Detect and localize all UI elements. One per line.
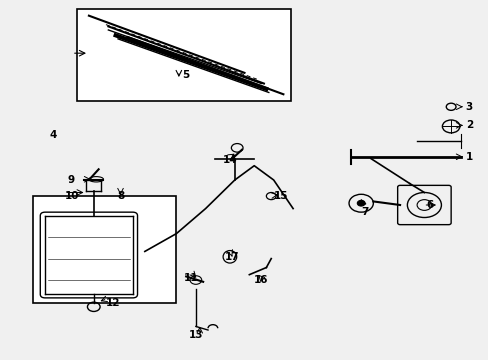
- Text: 11: 11: [183, 273, 198, 283]
- Bar: [33, 196, 176, 303]
- Text: 8: 8: [117, 191, 124, 201]
- Text: 10: 10: [64, 191, 79, 201]
- Bar: [77, 9, 290, 102]
- Text: 7: 7: [361, 207, 368, 217]
- Text: 14: 14: [222, 156, 237, 165]
- Text: 13: 13: [188, 330, 203, 341]
- Text: 15: 15: [273, 191, 287, 201]
- Text: 3: 3: [465, 102, 472, 112]
- Text: 5: 5: [182, 69, 189, 80]
- Text: 4: 4: [50, 130, 57, 140]
- Text: 12: 12: [106, 298, 120, 308]
- Text: 2: 2: [465, 120, 472, 130]
- Text: 9: 9: [67, 175, 74, 185]
- Circle shape: [357, 201, 365, 206]
- Text: 6: 6: [426, 200, 433, 210]
- Text: 16: 16: [254, 275, 268, 285]
- Text: 1: 1: [465, 152, 472, 162]
- Text: 17: 17: [224, 252, 239, 262]
